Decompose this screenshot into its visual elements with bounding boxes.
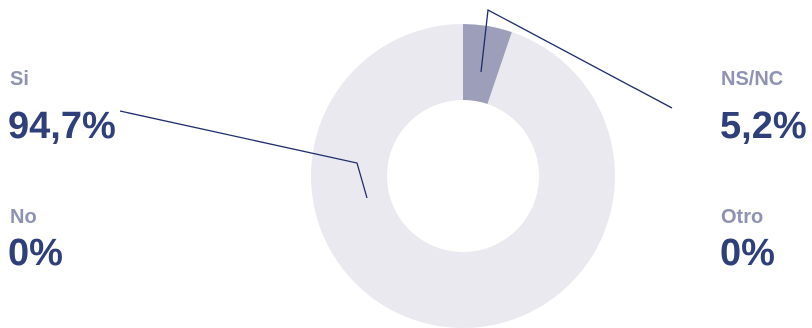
- value-label-otro: 0%: [720, 232, 775, 274]
- leader-line-si: [119, 110, 368, 199]
- donut-slice-ns-nc: [463, 24, 512, 105]
- donut-slice-si: [311, 24, 615, 328]
- category-label-nsnc: NS/NC: [721, 68, 783, 90]
- value-label-nsnc: 5,2%: [720, 105, 807, 147]
- value-label-no: 0%: [8, 232, 63, 274]
- category-label-no: No: [10, 206, 37, 228]
- category-label-si: Si: [10, 68, 29, 90]
- value-label-si: 94,7%: [8, 105, 116, 147]
- category-label-otro: Otro: [721, 206, 763, 228]
- leader-line-nsnc: [480, 8, 673, 109]
- donut-slices: [311, 24, 615, 328]
